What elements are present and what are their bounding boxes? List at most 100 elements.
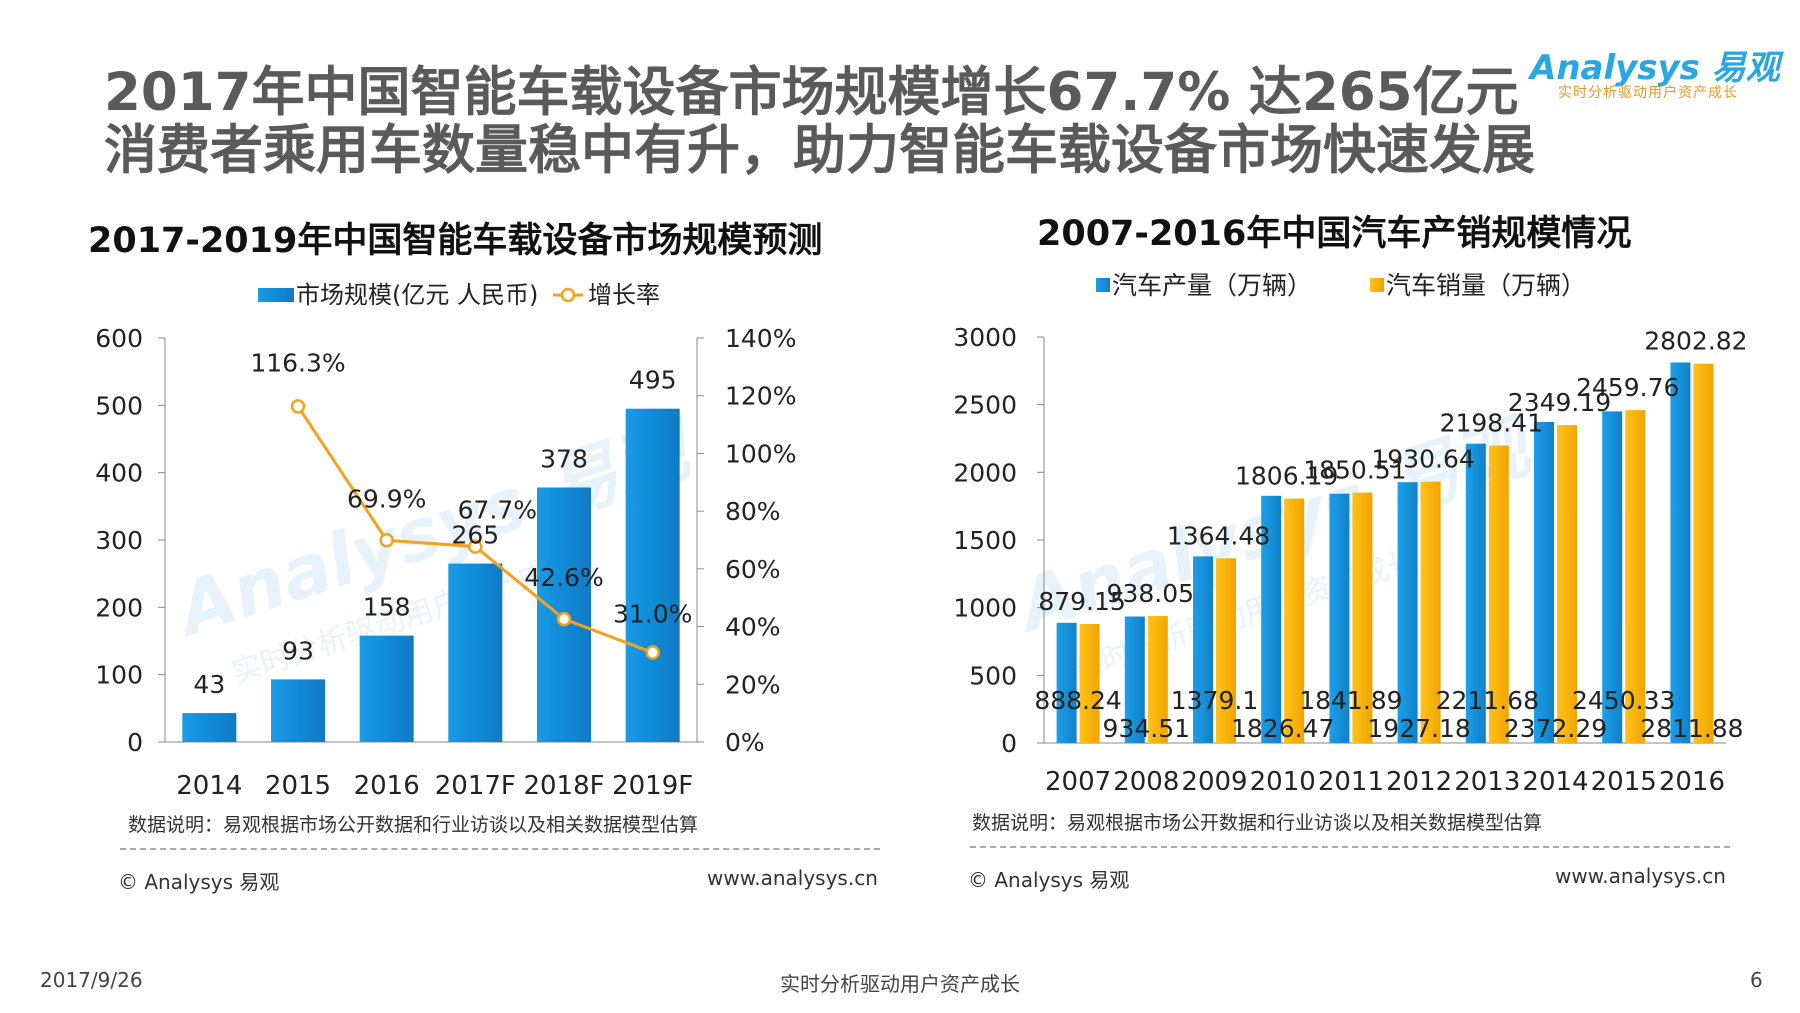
chart1-bar-label: 378 [540,444,588,473]
chart2-sales-bar [1488,445,1509,743]
chart2-x-tick-label: 2016 [1659,767,1725,790]
chart1-market-size: Analysys 易观 实时分析驱动用户资产成长 010020030040050… [95,281,796,800]
chart2-sales-bar [1216,558,1236,743]
chart2-source: © Analysys 易观 [968,868,1130,892]
chart1-right-tick-label: 120% [725,382,796,411]
chart1-growth-point [379,533,394,548]
chart1-left-tick-label: 200 [95,593,143,622]
chart2-y-tick-label: 2500 [953,391,1017,420]
chart1-bar-label: 265 [451,521,499,550]
chart1-bar-label: 158 [363,593,411,622]
chart2-legend-production-label: 汽车产量（万辆） [1112,271,1312,300]
chart2-legend-sales-label: 汽车销量（万辆） [1386,271,1586,300]
footer-date: 2017/9/26 [40,968,143,992]
chart2-y-tick-label: 500 [969,661,1017,690]
chart1-legend-line-marker [560,287,576,303]
chart2-sales-bar [1352,492,1373,743]
chart2-url-link[interactable]: www.analysys.cn [1555,864,1726,888]
chart2-production-bar [1329,493,1350,743]
chart2-x-tick-label: 2011 [1318,767,1384,790]
chart2-production-label: 2372.29 [1504,714,1607,743]
chart1-growth-label: 67.7% [458,496,537,525]
chart2-sales-bar [1557,425,1577,743]
chart2-x-tick-label: 2007 [1045,767,1111,790]
chart1-growth-label: 31.0% [613,600,692,629]
chart1-left-tick-label: 600 [95,324,143,353]
chart1-legend-bar-label: 市场规模(亿元 人民币) [296,281,538,309]
page-title-line-1: 2017年中国智能车载设备市场规模增长67.7% 达265亿元 [104,62,1519,123]
chart2-production-bar [1397,482,1418,743]
chart1-left-tick-label: 400 [95,459,143,488]
chart1-x-tick-label: 2019F [612,771,693,800]
chart1-x-tick-label: 2018F [523,771,604,800]
chart2-y-tick-label: 3000 [953,323,1017,352]
chart1-legend-line-label: 增长率 [588,281,660,309]
chart2-production-label: 1379.1 [1171,686,1258,715]
chart2-data-note: 数据说明：易观根据市场公开数据和行业访谈以及相关数据模型估算 [972,812,1543,834]
chart2-production-label: 2450.33 [1572,686,1675,715]
chart1-growth-point [556,611,572,627]
chart2-production-bar [1670,362,1691,743]
chart2-sales-label: 2802.82 [1644,327,1747,356]
chart1-growth-label: 116.3% [250,348,345,377]
chart2-y-tick-label: 2000 [953,458,1017,487]
chart2-legend-sales-swatch [1370,278,1384,292]
chart2-production-bar [1534,421,1554,743]
chart2-legend-production-swatch [1096,278,1110,292]
chart1-legend-bar-swatch [258,288,294,302]
chart1-bar [271,679,325,742]
logo-tagline: 实时分析驱动用户资产成长 [1558,85,1738,101]
footer-tagline: 实时分析驱动用户资产成长 [780,972,1020,996]
chart2-x-tick-label: 2014 [1522,767,1588,790]
chart1-url-link[interactable]: www.analysys.cn [707,866,878,890]
chart1-bar [359,635,414,742]
chart1-x-tick-label: 2017F [435,771,516,800]
chart2-production-bar [1602,411,1623,743]
chart2-sales-label: 1930.64 [1371,445,1474,474]
chart2-sales-bar [1079,624,1100,743]
chart2-sales-label: 938.05 [1107,579,1194,608]
chart2-production-bar [1193,556,1213,743]
chart2-divider [970,846,1730,848]
chart2-x-tick-label: 2008 [1113,767,1179,790]
chart2-production-bar [1056,622,1077,743]
chart1-growth-label: 42.6% [524,563,603,592]
chart2-y-tick-label: 1000 [953,594,1017,623]
chart1-title: 2017-2019年中国智能车载设备市场规模预测 [88,221,823,261]
chart2-sales-bar [1147,616,1168,743]
chart2-title: 2007-2016年中国汽车产销规模情况 [1037,214,1632,254]
chart1-bar [625,408,680,742]
chart1-growth-point [290,399,306,414]
chart2-production-label: 888.24 [1034,686,1121,715]
chart1-data-note: 数据说明：易观根据市场公开数据和行业访谈以及相关数据模型估算 [128,814,699,836]
chart1-right-tick-label: 60% [725,555,781,584]
chart2-sales-label: 2459.76 [1576,373,1679,402]
chart2-sales-label: 2349.19 [1508,388,1611,417]
chart1-left-tick-label: 500 [95,391,143,420]
chart1-right-tick-label: 80% [725,497,781,526]
chart2-auto-production-sales: Analysys 易观 实时分析驱动用户资产成长 050010001500200… [953,271,1747,790]
chart1-left-tick-label: 300 [95,526,143,555]
chart1-growth-point [468,539,483,554]
chart1-divider [120,848,880,850]
chart1-x-tick-label: 2016 [354,771,420,800]
chart1-x-tick-label: 2015 [265,771,331,800]
chart1-growth-point [645,645,660,660]
chart2-sales-label: 1850.51 [1303,456,1406,485]
chart1-left-tick-label: 100 [95,661,143,690]
chart1-bar-label: 43 [193,670,225,699]
chart1-bar-label: 93 [282,636,314,665]
chart2-production-bar [1465,443,1486,743]
chart1-bar [448,563,503,742]
chart2-production-label: 934.51 [1103,714,1190,743]
chart1-right-tick-label: 140% [725,324,796,353]
chart2-sales-bar [1420,481,1441,743]
chart2-x-tick-label: 2013 [1454,767,1520,790]
chart2-x-tick-label: 2009 [1181,767,1247,790]
chart1-x-tick-label: 2014 [176,771,242,800]
analysys-logo: Analysys 易观 实时分析驱动用户资产成长 [1530,40,1780,110]
chart1-growth-label: 69.9% [347,484,426,513]
chart2-sales-bar [1625,410,1646,743]
chart2-y-tick-label: 1500 [953,526,1017,555]
chart2-sales-bar [1693,363,1714,743]
